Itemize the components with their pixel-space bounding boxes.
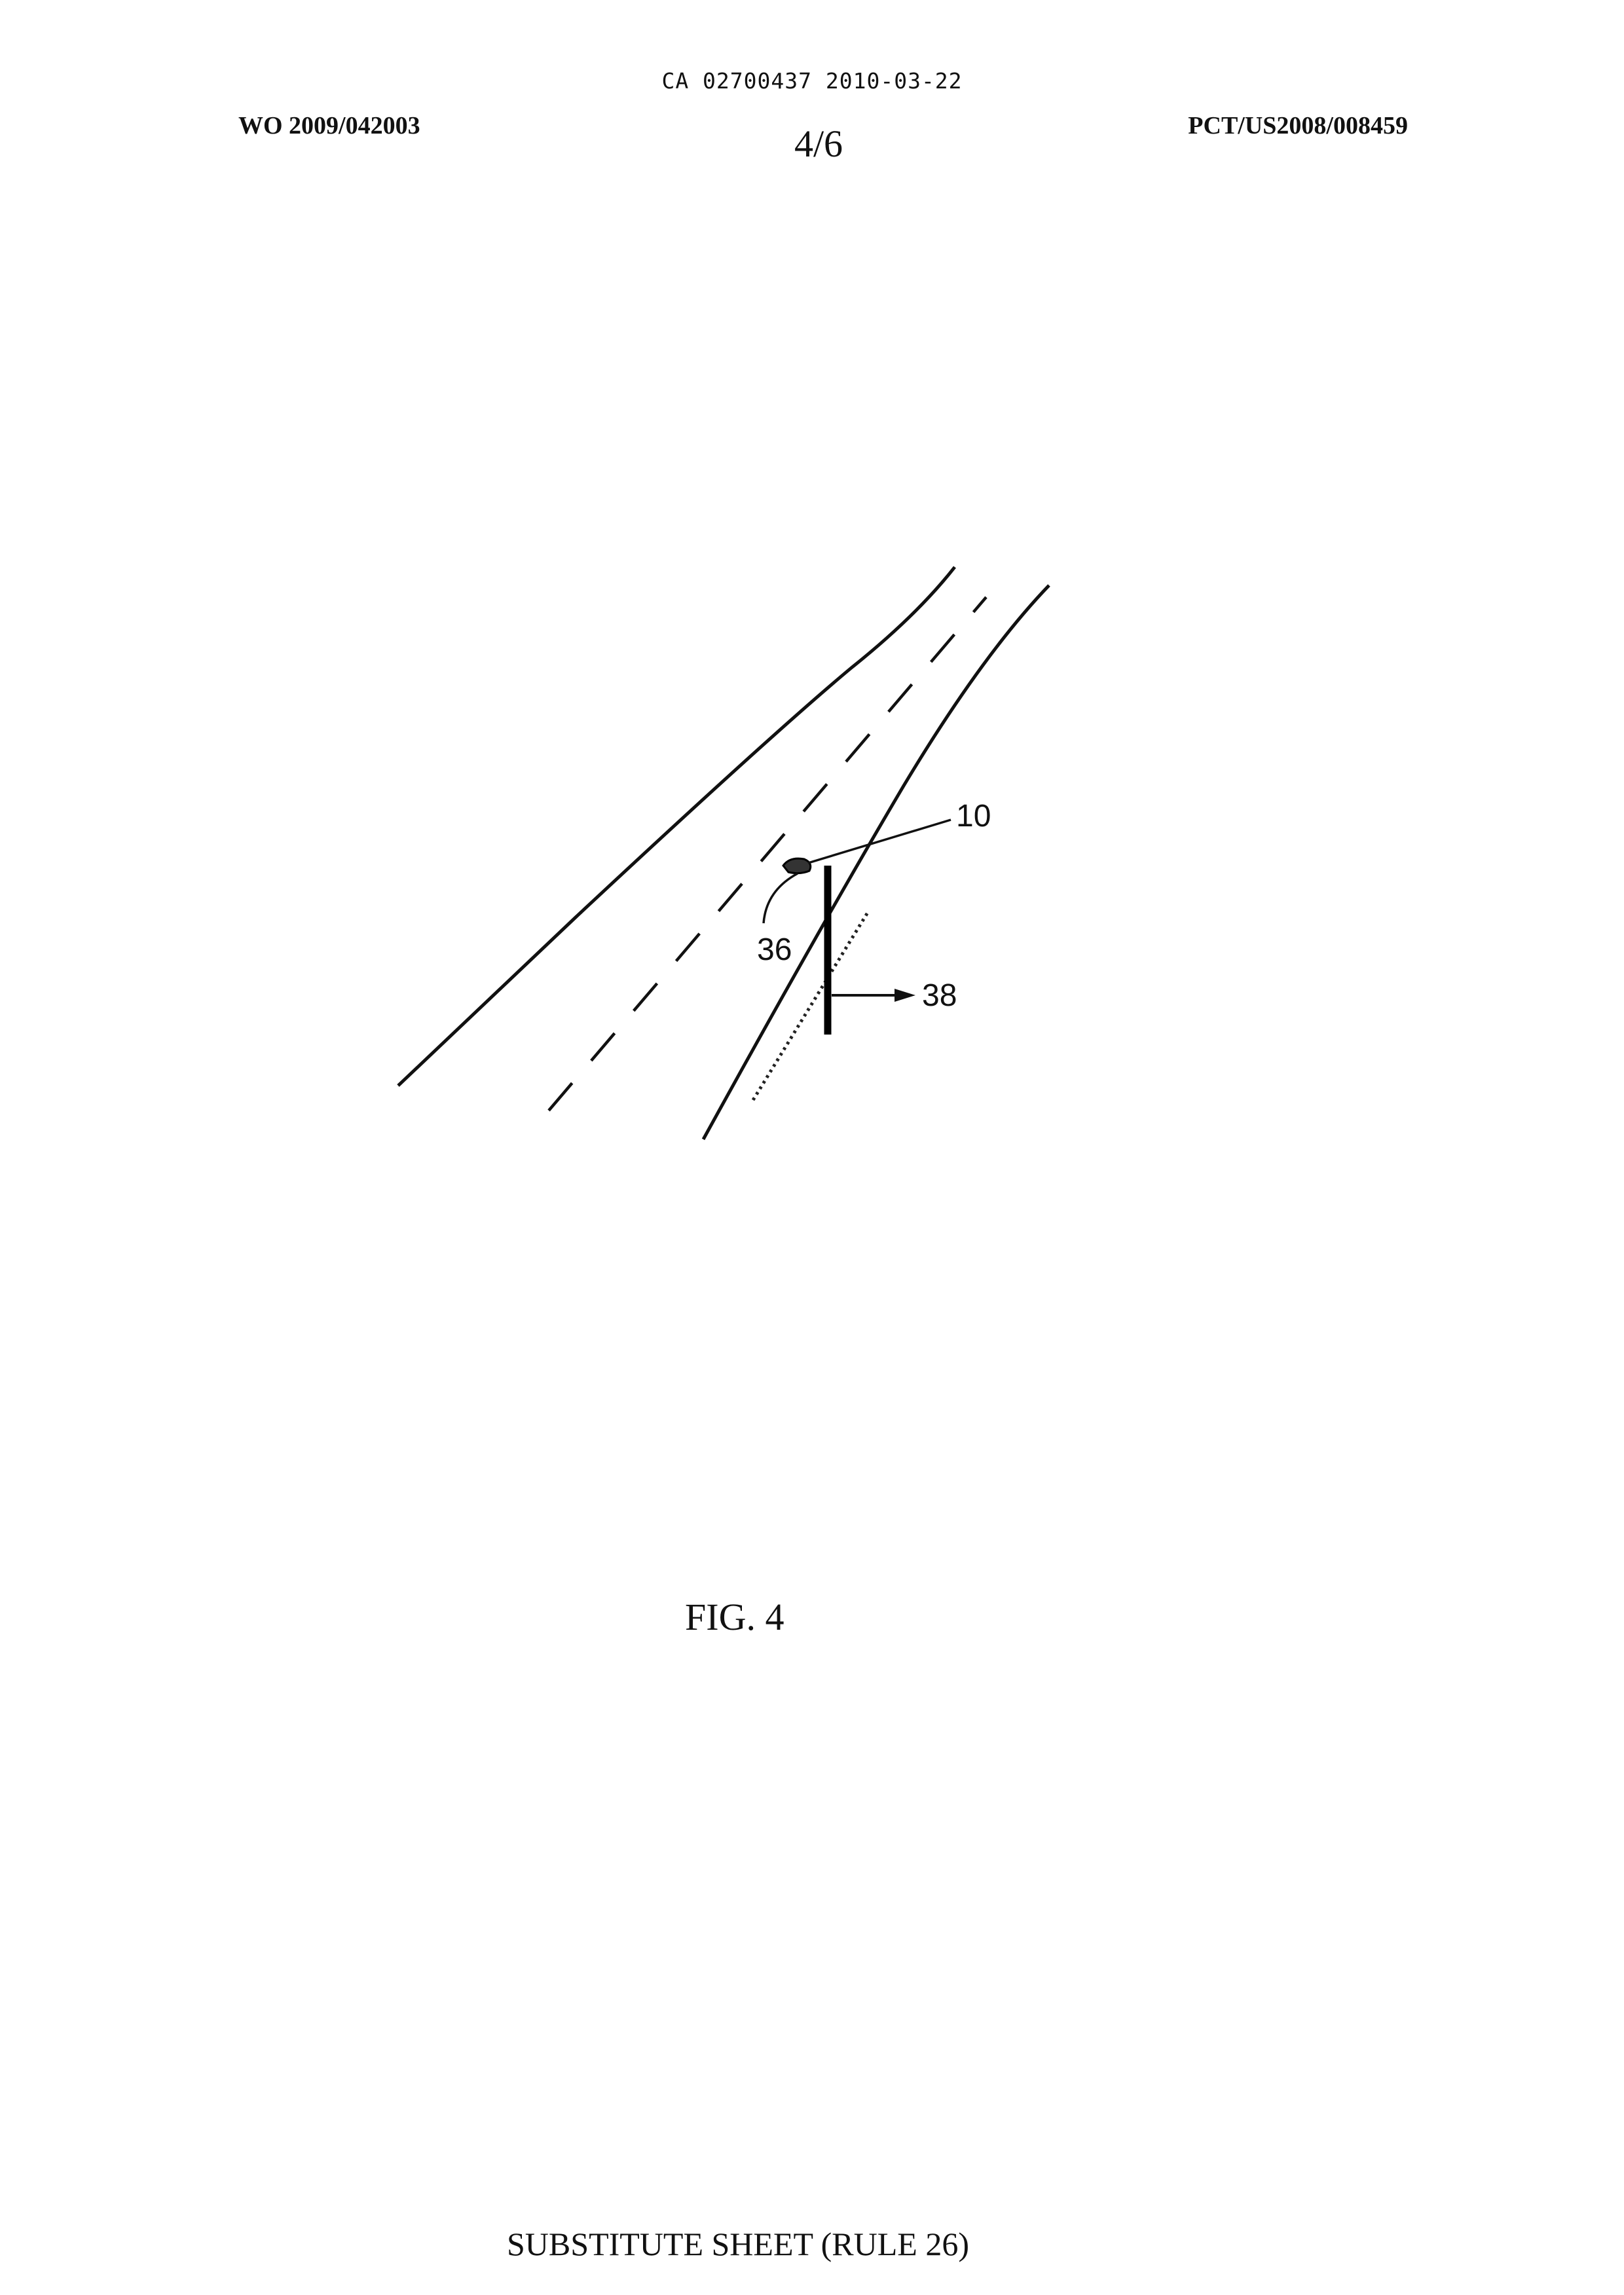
substitute-sheet-footer: SUBSTITUTE SHEET (RULE 26) [507, 2225, 969, 2263]
road-left-edge [398, 567, 955, 1086]
ref-label-10: 10 [956, 799, 991, 834]
figure-caption: FIG. 4 [685, 1595, 784, 1639]
vehicle-device-glyph [783, 858, 811, 873]
arrowhead-38 [895, 989, 915, 1002]
ref-label-36: 36 [757, 932, 792, 967]
ref-label-38: 38 [922, 978, 957, 1013]
leader-line-36 [764, 873, 798, 923]
road-right-edge [703, 585, 1049, 1139]
lane-center-dashed-line [549, 597, 986, 1111]
